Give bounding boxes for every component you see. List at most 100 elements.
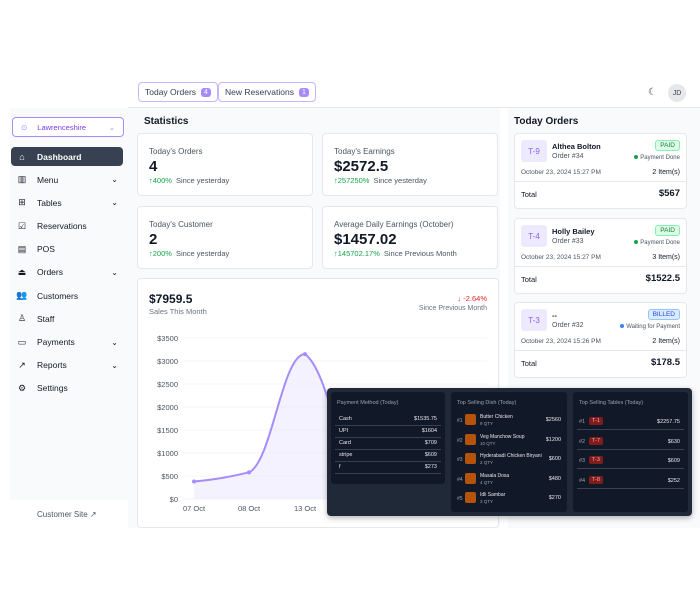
order-date: October 23, 2024 15:26 PM [521, 338, 601, 345]
dish-thumbnail [465, 414, 476, 425]
table-rank: #2 [579, 438, 586, 445]
stat-card: Today's Customer 2 ↑200% Since yesterday [137, 206, 313, 269]
sidebar-item-dashboard[interactable]: ⌂ Dashboard [11, 147, 123, 166]
sidebar-item-label: Customers [37, 290, 79, 301]
sidebar-item-reports[interactable]: ↗ Reports ⌄ [11, 356, 123, 375]
dark-mode-preview-panel: Payment Method (Today) Cash $1535.75 UPI $1… [327, 388, 692, 516]
order-items: 2 Item(s) [652, 338, 680, 345]
chevron-down-icon: ⌄ [111, 267, 118, 277]
stat-change: ↑145702.17% Since Previous Month [334, 249, 457, 258]
cloche-icon: ⏏ [17, 266, 27, 277]
y-tick-label: $3500 [157, 334, 178, 343]
sidebar-item-reservations[interactable]: ☑ Reservations [11, 217, 123, 236]
table-row: #4 T-8 $252 [577, 473, 684, 489]
payment-amount: $609 [424, 452, 437, 458]
sidebar-item-payments[interactable]: ▭ Payments ⌄ [11, 333, 123, 352]
dish-amount: $2560 [545, 417, 561, 423]
payment-row: Card $709 [335, 438, 441, 450]
sidebar-item-staff[interactable]: ♙ Staff [11, 309, 123, 328]
sidebar-item-pos[interactable]: ▤ POS [11, 240, 123, 259]
sidebar-item-settings[interactable]: ⚙ Settings [11, 379, 123, 398]
staff-icon: ♙ [17, 313, 27, 324]
order-items: 3 Item(s) [652, 254, 680, 261]
customer-site-link[interactable]: Customer Site ↗ [37, 510, 97, 519]
dish-qty: 9 QTY [480, 421, 494, 426]
status-badge: PAID [655, 225, 680, 236]
y-tick-label: $0 [170, 495, 178, 504]
menu-icon: ▥ [17, 174, 27, 185]
order-card[interactable]: T-4 Holly Bailey Order #33 PAID Payment … [514, 218, 687, 294]
dish-name: Butter Chicken [480, 414, 513, 420]
stat-value: $2572.5 [334, 158, 389, 175]
payment-method-title: Payment Method (Today) [337, 400, 399, 406]
dish-amount: $270 [548, 495, 561, 501]
dish-qty: 10 QTY [480, 440, 496, 446]
dish-amount: $480 [548, 475, 561, 482]
location-label: Lawrenceshire [37, 122, 87, 132]
y-tick-label: $3000 [157, 357, 178, 366]
sidebar-item-tables[interactable]: ⊞ Tables ⌄ [11, 193, 123, 212]
stat-change: ↑400% Since yesterday [149, 176, 230, 185]
moon-icon[interactable]: ☾ [648, 87, 657, 98]
sales-label: Sales This Month [149, 307, 207, 316]
sidebar-item-label: Reservations [37, 221, 87, 232]
table-amount: $2257.75 [657, 419, 680, 425]
x-tick-label: 08 Oct [238, 504, 261, 513]
status-sub: Payment Done [634, 240, 680, 246]
dish-thumbnail [465, 433, 476, 445]
table-row: #2 T-7 $630 [577, 434, 684, 450]
dish-name: Masala Dosa [480, 472, 510, 479]
sidebar-nav: ⌂ Dashboard ▥ Menu ⌄ ⊞ Tables ⌄ ☑ Reservations ▤ PO… [11, 147, 123, 402]
table-badge: T-9 [521, 140, 547, 162]
stat-value: 2 [149, 231, 158, 248]
payment-row: stripe $609 [335, 450, 441, 462]
chevron-down-icon: ⌄ [111, 360, 118, 370]
new-reservations-label: New Reservations [225, 87, 294, 97]
sidebar-item-orders[interactable]: ⏏ Orders ⌄ [11, 263, 123, 282]
stat-change: ↑257250% Since yesterday [334, 176, 427, 185]
chevron-down-icon: ⌄ [111, 198, 118, 208]
sidebar-item-label: Orders [37, 267, 63, 278]
order-items: 2 Item(s) [652, 169, 680, 176]
payment-method: f [339, 464, 341, 470]
customer-name: Holly Bailey [552, 227, 595, 236]
table-rank: #4 [579, 477, 586, 484]
today-orders-button[interactable]: Today Orders 4 [138, 82, 218, 102]
sidebar-item-label: POS [37, 244, 55, 255]
tables-icon: ⊞ [18, 197, 26, 208]
dish-rank: #5 [457, 496, 463, 502]
status-sub: Payment Done [634, 155, 680, 161]
dish-rank: #1 [457, 418, 463, 424]
chevron-down-icon: ⌄ [111, 337, 118, 347]
order-card[interactable]: T-9 Althea Bolton Order #34 PAID Payment… [514, 133, 687, 209]
dish-amount: $600 [548, 456, 561, 462]
sidebar-item-menu[interactable]: ▥ Menu ⌄ [11, 170, 123, 189]
status-sub: Waiting for Payment [620, 324, 680, 330]
payment-amount: $273 [424, 464, 437, 470]
payment-row: Cash $1535.75 [335, 414, 441, 426]
sales-value: $7959.5 [149, 292, 193, 306]
order-date: October 23, 2024 15:27 PM [521, 254, 601, 261]
sidebar-item-customers[interactable]: 👥 Customers [11, 286, 123, 305]
new-reservations-button[interactable]: New Reservations 1 [218, 82, 316, 102]
gear-icon: ⚙ [17, 382, 27, 393]
dish-rank: #4 [457, 476, 463, 483]
top-tables-title: Top Selling Tables (Today) [579, 400, 644, 406]
today-orders-label: Today Orders [145, 87, 197, 97]
table-rank: #3 [579, 458, 586, 464]
dish-qty: 3 QTY [480, 499, 494, 504]
order-number: Order #33 [552, 238, 584, 245]
order-number: Order #34 [552, 153, 584, 160]
sidebar-item-label: Menu [37, 174, 59, 185]
dish-thumbnail [465, 453, 476, 464]
order-card[interactable]: T-3 -- Order #32 BILLED Waiting for Paym… [514, 302, 687, 378]
sidebar-item-label: Tables [37, 197, 62, 208]
table-badge: T-8 [589, 475, 603, 484]
location-select[interactable]: ⊙ Lawrenceshire ⌄ [12, 117, 124, 137]
dish-rank: #2 [457, 437, 463, 444]
x-tick-label: 07 Oct [183, 504, 206, 513]
users-icon: 👥 [16, 290, 28, 301]
avatar[interactable]: JD [668, 84, 686, 102]
table-badge: T-4 [521, 225, 547, 247]
table-row: #3 T-3 $609 [577, 453, 684, 469]
